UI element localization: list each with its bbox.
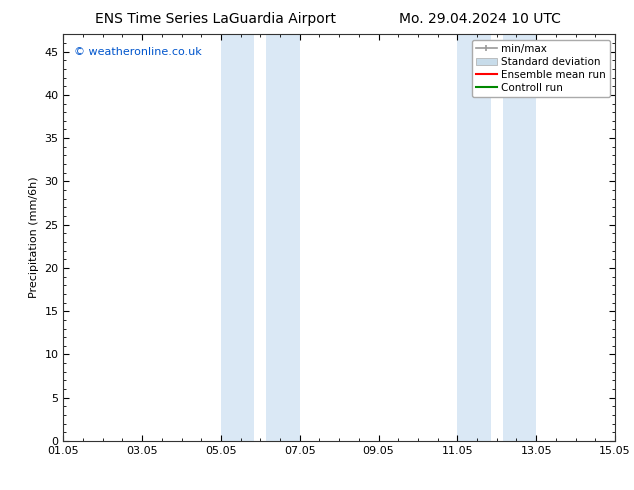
Y-axis label: Precipitation (mm/6h): Precipitation (mm/6h) — [29, 177, 39, 298]
Text: Mo. 29.04.2024 10 UTC: Mo. 29.04.2024 10 UTC — [399, 12, 561, 26]
Legend: min/max, Standard deviation, Ensemble mean run, Controll run: min/max, Standard deviation, Ensemble me… — [472, 40, 610, 97]
Bar — [457, 34, 491, 441]
Bar — [221, 34, 254, 441]
Bar — [266, 34, 300, 441]
Bar — [503, 34, 536, 441]
Text: ENS Time Series LaGuardia Airport: ENS Time Series LaGuardia Airport — [95, 12, 336, 26]
Text: © weatheronline.co.uk: © weatheronline.co.uk — [74, 47, 202, 56]
